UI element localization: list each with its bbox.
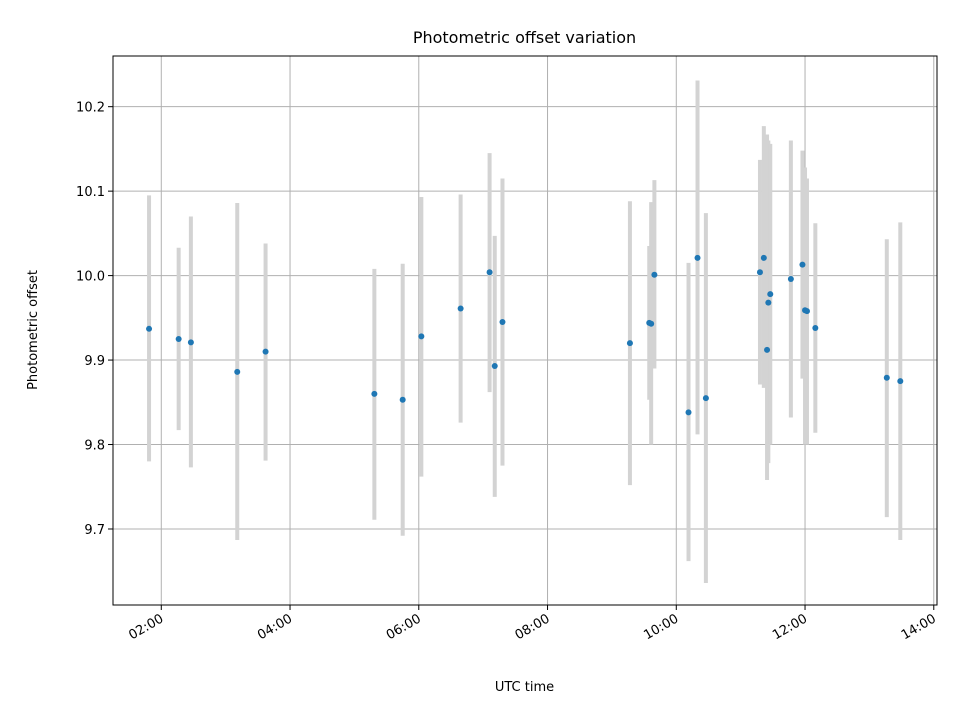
data-point bbox=[146, 325, 153, 332]
x-axis-label: UTC time bbox=[495, 680, 554, 695]
data-point bbox=[883, 374, 890, 381]
data-point bbox=[626, 340, 633, 347]
data-point bbox=[760, 254, 767, 261]
y-tick-label: 10.2 bbox=[76, 101, 105, 116]
y-axis: 9.7 9.8 9.9 10.0 10.1 10.2 bbox=[76, 101, 113, 538]
y-tick-label: 9.9 bbox=[84, 354, 105, 369]
data-point bbox=[491, 362, 498, 369]
data-point bbox=[694, 254, 701, 261]
chart-title: Photometric offset variation bbox=[413, 28, 636, 47]
grid bbox=[113, 56, 937, 605]
data-point bbox=[234, 368, 241, 375]
data-point bbox=[499, 319, 506, 326]
data-point bbox=[702, 395, 709, 402]
data-point bbox=[187, 339, 194, 346]
data-point bbox=[648, 320, 655, 327]
data-point bbox=[799, 261, 806, 268]
y-axis-label: Photometric offset bbox=[26, 270, 41, 390]
y-tick-label: 9.8 bbox=[84, 439, 105, 454]
y-tick-label: 9.7 bbox=[84, 523, 105, 538]
data-point bbox=[371, 390, 378, 397]
data-point bbox=[457, 305, 464, 312]
data-point bbox=[787, 275, 794, 282]
data-point bbox=[767, 291, 774, 298]
plot-frame bbox=[112, 55, 938, 606]
data-point bbox=[175, 335, 182, 342]
data-point bbox=[765, 299, 772, 306]
data-point bbox=[756, 269, 763, 276]
data-point bbox=[764, 346, 771, 353]
data-points bbox=[146, 254, 904, 416]
data-point bbox=[685, 409, 692, 416]
y-tick-label: 10.1 bbox=[76, 185, 105, 200]
data-point bbox=[803, 308, 810, 315]
data-point bbox=[399, 396, 406, 403]
data-point bbox=[262, 348, 269, 355]
y-tick-label: 10.0 bbox=[76, 270, 105, 285]
data-point bbox=[651, 271, 658, 278]
data-point bbox=[418, 333, 425, 340]
data-point bbox=[897, 378, 904, 385]
data-point bbox=[812, 324, 819, 331]
data-point bbox=[486, 269, 493, 276]
